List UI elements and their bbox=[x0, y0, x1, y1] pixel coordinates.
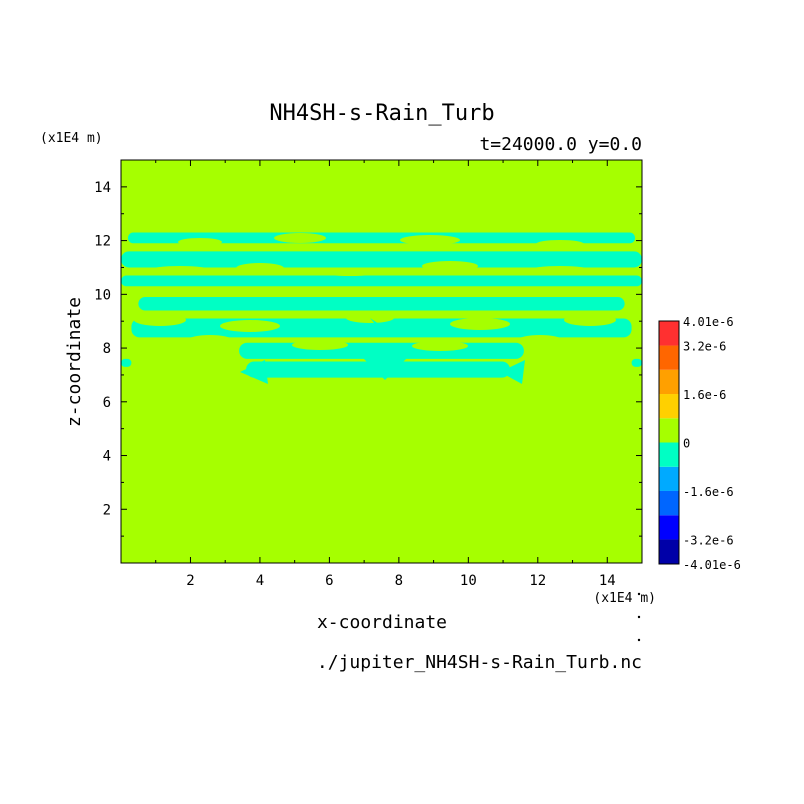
eddy-shape bbox=[240, 360, 268, 384]
colorbar-cell bbox=[659, 418, 679, 443]
colorbar-cell bbox=[659, 515, 679, 540]
colorbar-cell bbox=[659, 539, 679, 564]
colorbar-cell bbox=[659, 345, 679, 370]
x-axis-label: x-coordinate bbox=[317, 612, 447, 633]
colorbar-tick-label: 3.2e-6 bbox=[683, 340, 726, 354]
eddy bbox=[564, 314, 616, 326]
eddy bbox=[178, 238, 222, 246]
eddy bbox=[134, 314, 186, 326]
eddy-shape bbox=[370, 318, 400, 336]
x-tick-label: 4 bbox=[256, 573, 264, 589]
x-tick-label: 12 bbox=[529, 573, 546, 589]
y-tick-label: 14 bbox=[94, 180, 111, 196]
y-tick-label: 2 bbox=[103, 502, 111, 518]
x-axis-ticks: 2 4 6 8 10 12 14 bbox=[155, 160, 616, 589]
eddy-shape bbox=[357, 352, 413, 380]
y-tick-label: 4 bbox=[103, 449, 111, 465]
chart-title: NH4SH-s-Rain_Turb bbox=[269, 101, 494, 126]
eddy bbox=[188, 335, 232, 345]
y-tick-label: 8 bbox=[103, 341, 111, 357]
negative-band bbox=[631, 358, 642, 367]
y-unit-label: (x1E4 m) bbox=[40, 131, 103, 146]
eddy bbox=[150, 266, 210, 274]
eddy bbox=[536, 240, 584, 248]
y-axis-label: z-coordinate bbox=[64, 297, 85, 427]
x-tick-label: 14 bbox=[599, 573, 616, 589]
eddy bbox=[292, 340, 348, 350]
x-tick-label: 2 bbox=[186, 573, 194, 589]
eddy-shape bbox=[500, 360, 525, 384]
colorbar-tick-label: 1.6e-6 bbox=[683, 388, 726, 402]
eddy bbox=[530, 266, 590, 274]
marker-dot bbox=[637, 592, 641, 596]
negative-band bbox=[121, 275, 642, 287]
colorbar-cell bbox=[659, 321, 679, 346]
marker-dot bbox=[637, 615, 641, 619]
source-file-label: ./jupiter_NH4SH-s-Rain_Turb.nc bbox=[317, 652, 642, 673]
eddy bbox=[412, 341, 468, 351]
eddy bbox=[220, 320, 280, 332]
eddy bbox=[518, 335, 562, 345]
colorbar-cell bbox=[659, 490, 679, 516]
eddy bbox=[450, 318, 510, 330]
negative-band bbox=[121, 251, 642, 268]
colorbar-cell bbox=[659, 369, 679, 395]
marker-dot bbox=[637, 638, 641, 642]
y-tick-label: 10 bbox=[94, 287, 111, 303]
eddy bbox=[320, 268, 380, 276]
negative-band bbox=[127, 232, 636, 244]
colorbar-tick-label: -4.01e-6 bbox=[683, 558, 741, 572]
y-tick-label: 6 bbox=[103, 395, 111, 411]
eddy-layer bbox=[134, 233, 616, 384]
colorbar: 4.01e-6 3.2e-6 1.6e-6 0 -1.6e-6 -3.2e-6 -4.01e… bbox=[658, 315, 741, 572]
colorbar-tick-label: -3.2e-6 bbox=[683, 533, 734, 547]
x-tick-label: 10 bbox=[460, 573, 477, 589]
plot-frame bbox=[120, 159, 643, 564]
negative-band bbox=[121, 358, 132, 367]
colorbar-cells bbox=[659, 321, 679, 564]
colorbar-cell bbox=[659, 466, 679, 491]
x-tick-label: 8 bbox=[395, 573, 403, 589]
chart-subtitle: t=24000.0 y=0.0 bbox=[479, 134, 642, 155]
plot-area: 2 4 6 8 10 12 14 2 4 6 8 10 12 14 bbox=[94, 159, 643, 589]
colorbar-tick-label: -1.6e-6 bbox=[683, 485, 734, 499]
y-tick-label: 12 bbox=[94, 234, 111, 250]
colorbar-tick-label: 0 bbox=[683, 437, 690, 451]
negative-band bbox=[138, 297, 625, 311]
colorbar-tick-label: 4.01e-6 bbox=[683, 315, 734, 329]
x-tick-label: 6 bbox=[325, 573, 333, 589]
eddy bbox=[236, 263, 284, 273]
eddy bbox=[274, 233, 326, 243]
colorbar-labels: 4.01e-6 3.2e-6 1.6e-6 0 -1.6e-6 -3.2e-6 -4.01e… bbox=[683, 315, 741, 572]
eddy bbox=[422, 261, 478, 271]
colorbar-cell bbox=[659, 442, 679, 467]
y-axis-ticks: 2 4 6 8 10 12 14 bbox=[94, 180, 642, 537]
eddy bbox=[400, 235, 460, 245]
colorbar-cell bbox=[659, 394, 679, 419]
x-unit-label: (x1E4 m) bbox=[593, 591, 656, 606]
colorbar-frame bbox=[658, 320, 680, 565]
